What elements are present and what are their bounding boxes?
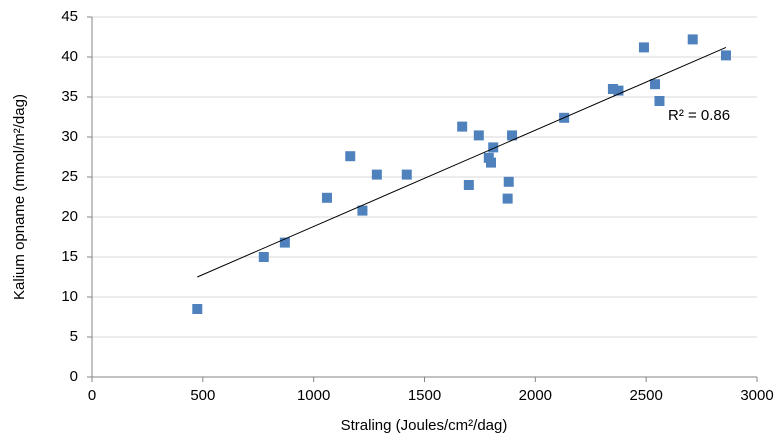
point: [488, 142, 499, 153]
point: [502, 193, 513, 204]
x-tick-label: 500: [190, 387, 215, 404]
point: [321, 192, 332, 203]
point: [607, 84, 618, 94]
x-tick-label: 1500: [408, 387, 441, 404]
point: [345, 151, 356, 162]
point: [503, 176, 514, 187]
point: [258, 252, 269, 262]
x-axis-title: Straling (Joules/cm²/dag): [341, 417, 508, 434]
point: [687, 34, 698, 45]
point: [192, 304, 203, 314]
point: [654, 96, 665, 106]
y-tick-label: 5: [70, 328, 78, 345]
y-tick-label: 25: [61, 168, 78, 185]
point: [720, 50, 731, 61]
point: [613, 85, 624, 96]
point: [473, 130, 484, 141]
y-axis-title: Kalium opname (mmol/m²/dag): [11, 94, 28, 300]
x-tick-label: 1000: [297, 387, 330, 404]
point: [486, 157, 496, 168]
x-tick-label: 2500: [629, 387, 662, 404]
point: [463, 180, 474, 190]
x-tick-label: 0: [88, 387, 96, 404]
point: [650, 79, 661, 90]
point: [357, 205, 368, 216]
y-tick-label: 45: [61, 8, 78, 25]
annotation: R² = 0.86: [668, 107, 730, 124]
x-tick-label: 3000: [740, 387, 773, 404]
y-tick-label: 30: [61, 128, 78, 145]
point: [507, 130, 518, 141]
point: [279, 237, 290, 248]
point: [638, 42, 649, 53]
point: [371, 169, 382, 180]
y-tick-label: 20: [61, 208, 78, 225]
trendline: [197, 46, 727, 278]
x-tick-label: 2000: [519, 387, 552, 404]
y-tick-label: 40: [61, 48, 78, 65]
y-tick-label: 0: [70, 368, 78, 385]
point: [457, 121, 468, 132]
y-tick-label: 15: [61, 248, 78, 265]
y-tick-label: 10: [61, 288, 78, 305]
point: [401, 169, 412, 180]
y-tick-label: 35: [61, 88, 78, 105]
